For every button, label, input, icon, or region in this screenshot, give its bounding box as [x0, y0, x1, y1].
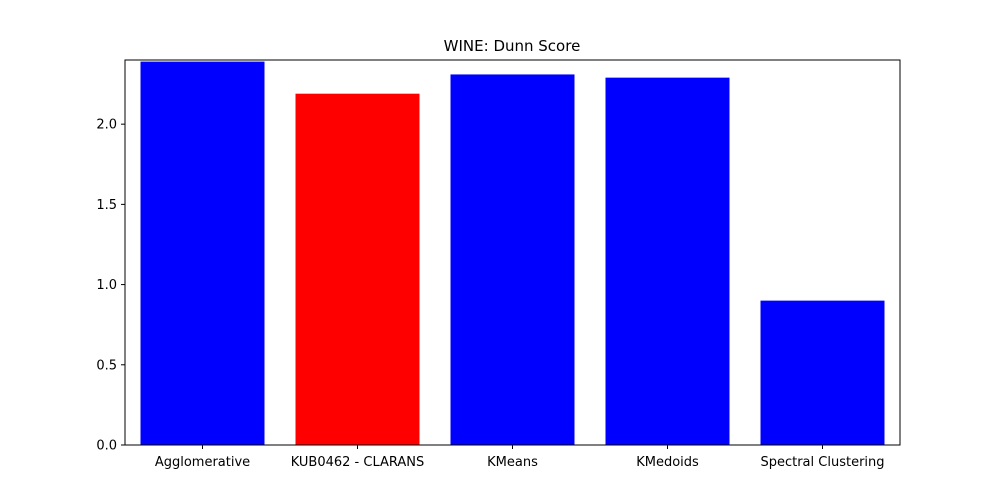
bar-spectral-clustering: [760, 300, 885, 445]
x-tick-label: KMedoids: [636, 455, 699, 470]
plot-frame: [124, 59, 901, 446]
x-tick-label: Spectral Clustering: [760, 455, 884, 470]
y-axis: 0.0 0.5 1.0 1.5 2.0: [96, 118, 125, 454]
y-tick-label: 1.0: [96, 278, 117, 293]
bar-agglomerative: [140, 61, 265, 446]
y-tick-label: 1.5: [96, 198, 117, 213]
x-tick-label: KUB0462 - CLARANS: [291, 455, 425, 470]
bar-kmedoids: [605, 77, 730, 445]
y-tick-label: 0.5: [96, 358, 117, 373]
bars-group: [140, 61, 885, 446]
y-tick-label: 2.0: [96, 118, 117, 133]
bar-kmeans: [450, 74, 575, 445]
x-tick-label: Agglomerative: [155, 455, 250, 470]
y-tick-label: 0.0: [96, 439, 117, 454]
x-tick-label: KMeans: [487, 455, 538, 470]
chart-title: WINE: Dunn Score: [444, 37, 581, 55]
x-axis: Agglomerative KUB0462 - CLARANS KMeans KMed…: [155, 445, 885, 470]
bar-kub0462-clarans: [295, 93, 420, 445]
